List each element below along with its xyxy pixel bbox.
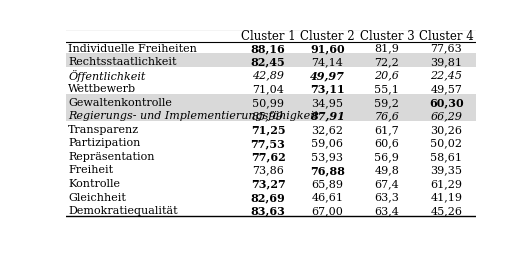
- Text: 56,9: 56,9: [375, 151, 399, 161]
- Text: 67,00: 67,00: [312, 205, 343, 215]
- Text: 73,11: 73,11: [310, 83, 345, 94]
- Text: 39,35: 39,35: [431, 165, 462, 175]
- Text: 85,99: 85,99: [252, 111, 284, 121]
- Text: 50,02: 50,02: [431, 138, 462, 148]
- Text: Cluster 3: Cluster 3: [360, 30, 414, 43]
- Text: 30,26: 30,26: [431, 124, 462, 134]
- Bar: [66, 94, 476, 108]
- Text: 50,99: 50,99: [252, 97, 284, 107]
- Text: 42,89: 42,89: [252, 70, 284, 80]
- Text: 46,61: 46,61: [312, 192, 343, 202]
- Text: Cluster 4: Cluster 4: [419, 30, 474, 43]
- Text: 34,95: 34,95: [312, 97, 343, 107]
- Text: 72,2: 72,2: [375, 57, 399, 67]
- Bar: [66, 108, 476, 121]
- Text: 59,06: 59,06: [312, 138, 343, 148]
- Text: 45,26: 45,26: [431, 205, 462, 215]
- Text: 82,69: 82,69: [251, 191, 286, 202]
- Text: Regierungs- und Implementierungsfähigkeit: Regierungs- und Implementierungsfähigkei…: [68, 111, 318, 121]
- Text: 49,8: 49,8: [375, 165, 399, 175]
- Text: 63,3: 63,3: [375, 192, 399, 202]
- Text: 76,6: 76,6: [375, 111, 399, 121]
- Text: 49,97: 49,97: [310, 70, 345, 81]
- Text: Gewaltenkontrolle: Gewaltenkontrolle: [68, 97, 172, 107]
- Text: Öffentlichkeit: Öffentlichkeit: [68, 69, 145, 81]
- Text: Freiheit: Freiheit: [68, 165, 113, 175]
- Text: 60,6: 60,6: [375, 138, 399, 148]
- Text: 22,45: 22,45: [431, 70, 462, 80]
- Text: Cluster 2: Cluster 2: [300, 30, 355, 43]
- Text: 59,2: 59,2: [375, 97, 399, 107]
- Text: Repräsentation: Repräsentation: [68, 151, 154, 161]
- Text: 39,81: 39,81: [431, 57, 462, 67]
- Text: 81,9: 81,9: [375, 43, 399, 53]
- Text: 74,14: 74,14: [312, 57, 343, 67]
- Text: 71,25: 71,25: [251, 124, 285, 135]
- Bar: [66, 54, 476, 68]
- Text: Gleichheit: Gleichheit: [68, 192, 126, 202]
- Text: Individuelle Freiheiten: Individuelle Freiheiten: [68, 43, 197, 53]
- Text: 53,93: 53,93: [312, 151, 343, 161]
- Text: 61,29: 61,29: [431, 178, 462, 188]
- Text: 65,89: 65,89: [312, 178, 343, 188]
- Text: Cluster 1: Cluster 1: [241, 30, 295, 43]
- Text: Partizipation: Partizipation: [68, 138, 141, 148]
- Text: 55,1: 55,1: [375, 84, 399, 94]
- Text: 66,29: 66,29: [431, 111, 462, 121]
- Text: 91,60: 91,60: [310, 43, 345, 54]
- Text: Wettbewerb: Wettbewerb: [68, 84, 136, 94]
- Text: 67,4: 67,4: [375, 178, 399, 188]
- Text: 61,7: 61,7: [375, 124, 399, 134]
- Text: 88,16: 88,16: [251, 43, 286, 54]
- Text: Rechtsstaatlichkeit: Rechtsstaatlichkeit: [68, 57, 177, 67]
- Text: 73,27: 73,27: [251, 178, 286, 189]
- Text: 77,63: 77,63: [431, 43, 462, 53]
- Text: 63,4: 63,4: [375, 205, 399, 215]
- Text: 82,45: 82,45: [251, 56, 286, 67]
- Text: 58,61: 58,61: [431, 151, 462, 161]
- Text: 71,04: 71,04: [252, 84, 284, 94]
- Text: 77,62: 77,62: [251, 151, 286, 162]
- Text: 20,6: 20,6: [375, 70, 399, 80]
- Text: Kontrolle: Kontrolle: [68, 178, 120, 188]
- Text: Transparenz: Transparenz: [68, 124, 139, 134]
- Text: 41,19: 41,19: [431, 192, 462, 202]
- Text: 60,30: 60,30: [429, 97, 464, 108]
- Text: Demokratiequalität: Demokratiequalität: [68, 205, 178, 215]
- Text: 49,57: 49,57: [431, 84, 462, 94]
- Text: 77,53: 77,53: [251, 137, 286, 148]
- Text: 76,88: 76,88: [310, 164, 345, 175]
- Text: 73,86: 73,86: [252, 165, 284, 175]
- Text: 83,63: 83,63: [251, 205, 286, 216]
- Text: 32,62: 32,62: [312, 124, 343, 134]
- Text: 87,91: 87,91: [310, 110, 345, 121]
